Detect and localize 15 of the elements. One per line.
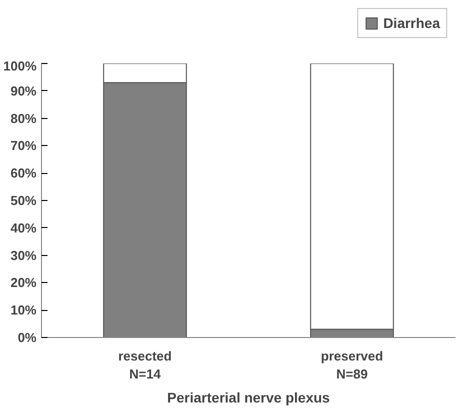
y-tick-label: 100%: [3, 58, 37, 74]
y-tick-label: 90%: [10, 83, 37, 98]
legend-label: Diarrhea: [383, 15, 440, 31]
y-tick-label: 30%: [10, 248, 37, 263]
y-tick-label: 0%: [18, 330, 37, 345]
y-tick-label: 80%: [10, 110, 37, 126]
y-tick-label: 20%: [10, 275, 37, 290]
x-axis-title: Periarterial nerve plexus: [167, 390, 330, 406]
y-tick-label: 10%: [10, 302, 37, 318]
x-tick-label: resected N=14: [118, 348, 172, 382]
y-tick-label: 60%: [10, 166, 37, 181]
y-tick-label: 70%: [10, 138, 37, 154]
y-tick-label: 40%: [10, 220, 37, 236]
y-tick-label: 50%: [10, 193, 37, 208]
x-tick-label: preserved N=89: [320, 348, 384, 382]
